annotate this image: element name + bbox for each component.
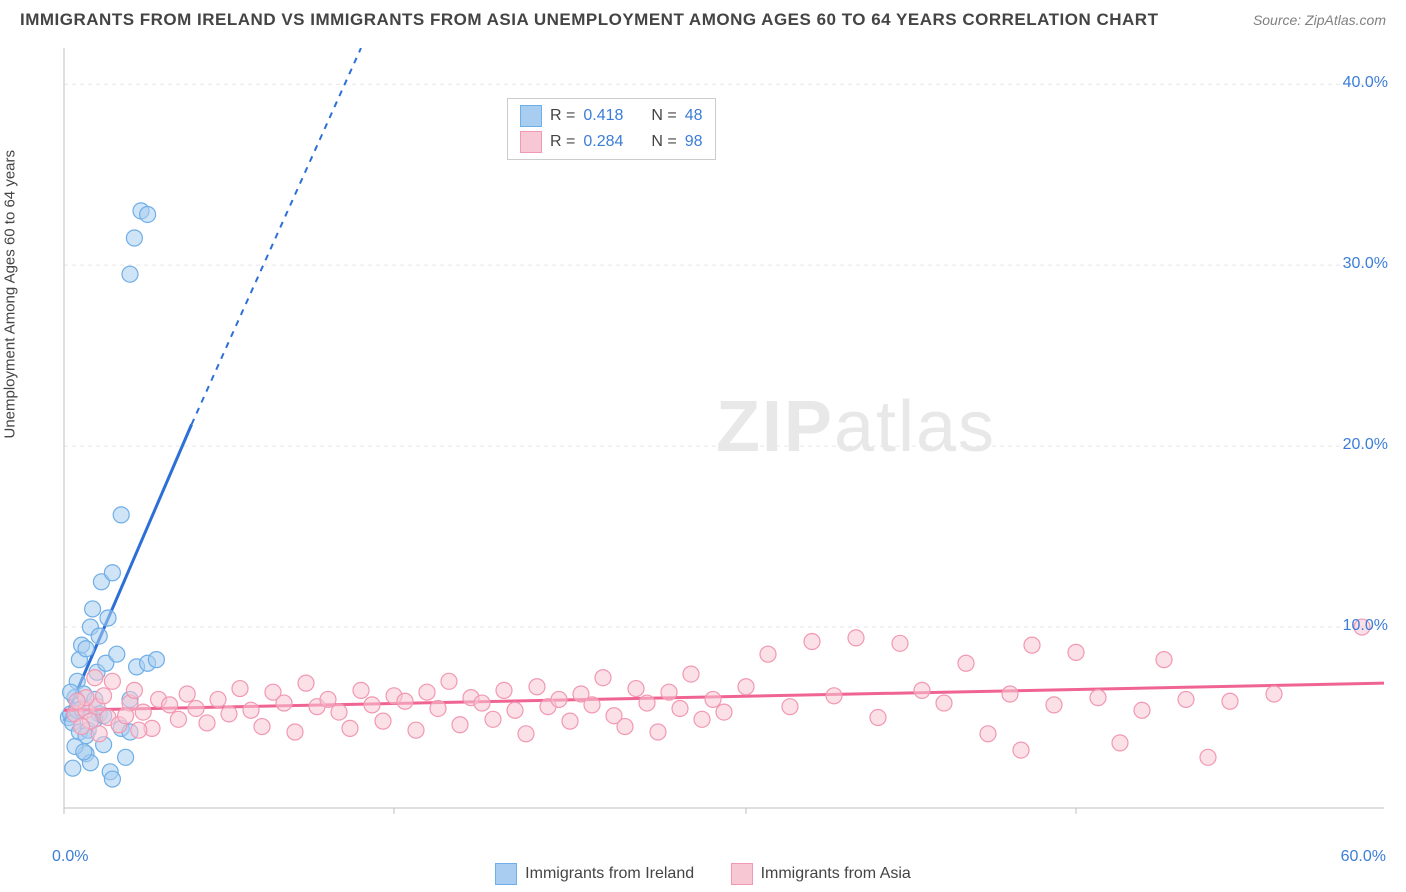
chart-area: ZIPatlas R = 0.418 N = 48 R = 0.284 N = … <box>52 48 1392 838</box>
source-label: Source: ZipAtlas.com <box>1253 12 1386 28</box>
r-value-asia: 0.284 <box>583 133 623 151</box>
swatch-asia-icon <box>731 863 753 885</box>
correlation-legend: R = 0.418 N = 48 R = 0.284 N = 98 <box>507 98 716 160</box>
y-tick-label: 30.0% <box>1343 255 1388 273</box>
chart-title: IMMIGRANTS FROM IRELAND VS IMMIGRANTS FR… <box>20 10 1158 30</box>
swatch-asia-icon <box>520 131 542 153</box>
legend-item-ireland: Immigrants from Ireland <box>495 863 694 885</box>
r-label: R = <box>550 107 575 125</box>
legend-label-ireland: Immigrants from Ireland <box>525 865 694 883</box>
legend-row-ireland: R = 0.418 N = 48 <box>520 103 703 129</box>
n-value-asia: 98 <box>685 133 703 151</box>
y-tick-label: 20.0% <box>1343 436 1388 454</box>
n-label: N = <box>651 107 676 125</box>
legend-row-asia: R = 0.284 N = 98 <box>520 129 703 155</box>
y-tick-label: 10.0% <box>1343 617 1388 635</box>
legend-item-asia: Immigrants from Asia <box>731 863 911 885</box>
y-axis-label: Unemployment Among Ages 60 to 64 years <box>2 150 19 439</box>
scatter-plot-svg <box>52 48 1392 838</box>
legend-label-asia: Immigrants from Asia <box>761 865 911 883</box>
r-value-ireland: 0.418 <box>583 107 623 125</box>
y-tick-label: 40.0% <box>1343 74 1388 92</box>
series-legend: Immigrants from Ireland Immigrants from … <box>0 863 1406 890</box>
swatch-ireland-icon <box>495 863 517 885</box>
swatch-ireland-icon <box>520 105 542 127</box>
r-label: R = <box>550 133 575 151</box>
n-value-ireland: 48 <box>685 107 703 125</box>
n-label: N = <box>651 133 676 151</box>
